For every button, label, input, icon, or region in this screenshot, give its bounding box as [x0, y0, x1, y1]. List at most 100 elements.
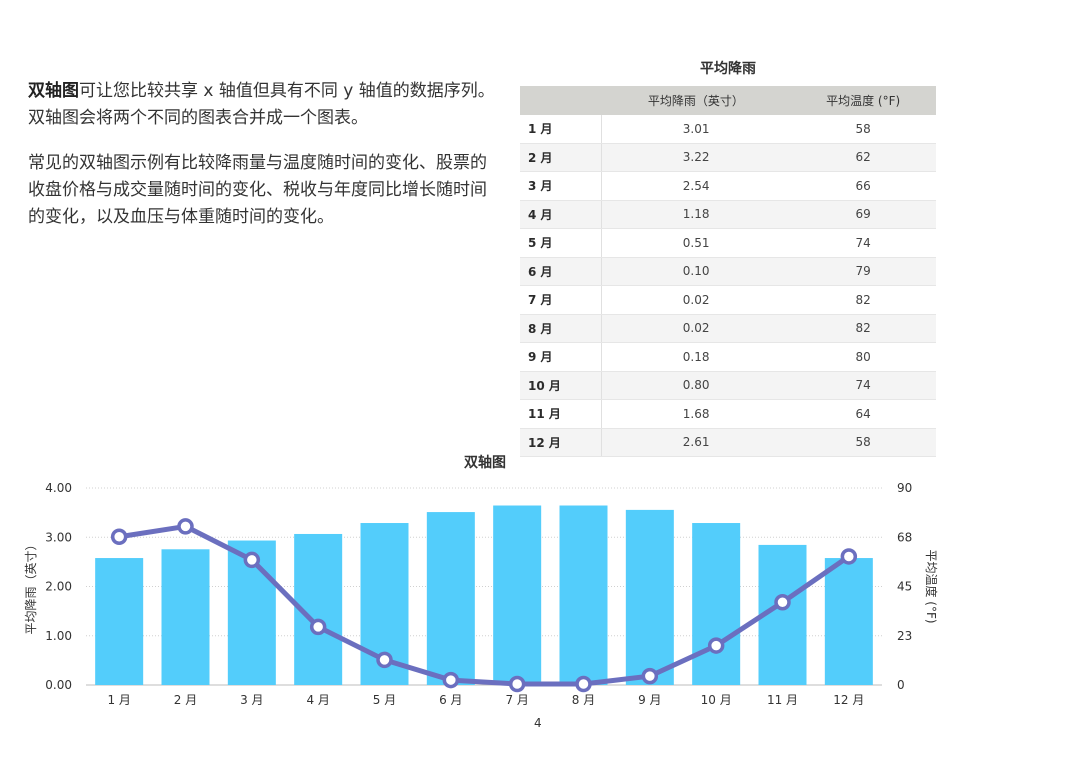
line-point-11 — [774, 594, 791, 611]
bar-2 — [161, 549, 210, 685]
table-row: 7 月 0.02 82 — [520, 285, 936, 315]
table-cell-month: 9 月 — [520, 342, 602, 372]
y-right-axis-label: 平均温度 (°F) — [924, 549, 939, 623]
rainfall-line — [116, 523, 852, 687]
table-cell-month: 1 月 — [520, 115, 602, 144]
bar-12 — [824, 558, 873, 685]
table-cell-month: 7 月 — [520, 285, 602, 315]
table-cell-month: 2 月 — [520, 143, 602, 172]
line-point-5 — [376, 651, 393, 669]
bar-9 — [625, 509, 674, 685]
table-cell-rainfall: 3.01 — [601, 115, 791, 144]
table-cell-rainfall: 1.68 — [601, 399, 791, 429]
x-tick-label: 7 月 — [505, 693, 528, 707]
line-point-10 — [707, 637, 725, 654]
y-left-axis-label: 平均降雨（英寸） — [24, 538, 38, 634]
table-cell-rainfall: 0.18 — [601, 342, 791, 372]
dual-axis-chart: 双轴图 0.00 0 1.00 23 2.00 45 3.00 68 4.00 90 平均降雨（英寸）… — [24, 454, 939, 707]
table-row: 5 月 0.51 74 — [520, 228, 936, 258]
x-tick-label: 2 月 — [174, 693, 197, 707]
bar-10 — [692, 523, 741, 685]
line-point-7 — [508, 675, 526, 693]
table-row: 6 月 0.10 79 — [520, 257, 936, 286]
table-cell-month: 10 月 — [520, 371, 602, 400]
bar-6 — [426, 512, 475, 685]
table-row: 9 月 0.18 80 — [520, 342, 936, 372]
table-cell-temperature: 74 — [790, 371, 936, 400]
table-cell-rainfall: 0.02 — [601, 314, 791, 343]
table-cell-temperature: 58 — [790, 428, 936, 457]
chart-title: 双轴图 — [464, 454, 506, 471]
table-cell-rainfall: 0.02 — [601, 285, 791, 315]
y-left-tick-label: 4.00 — [45, 481, 72, 495]
table-header-0 — [520, 86, 602, 115]
y-right-tick-label: 68 — [897, 530, 912, 544]
line-point-6 — [442, 671, 460, 689]
x-tick-label: 3 月 — [240, 693, 263, 707]
bar-8 — [559, 505, 608, 685]
table-cell-rainfall: 0.80 — [601, 371, 791, 400]
x-tick-label: 5 月 — [373, 693, 396, 707]
bar-7 — [493, 505, 542, 685]
table-cell-rainfall: 0.10 — [601, 257, 791, 286]
table-cell-rainfall: 0.51 — [601, 228, 791, 258]
x-tick-label: 11 月 — [767, 693, 798, 707]
table-header-1: 平均降雨（英寸） — [601, 86, 791, 115]
intro-paragraph-1: 双轴图可让您比较共享 x 轴值但具有不同 y 轴值的数据序列。双轴图会将两个不同… — [28, 78, 498, 132]
intro-text: 双轴图可让您比较共享 x 轴值但具有不同 y 轴值的数据序列。双轴图会将两个不同… — [28, 78, 498, 249]
line-point-4 — [309, 618, 327, 636]
table-header-2: 平均温度 (°F) — [790, 86, 936, 115]
table-cell-month: 4 月 — [520, 200, 602, 229]
table-row: 8 月 0.02 82 — [520, 314, 936, 343]
table-cell-temperature: 82 — [790, 314, 936, 343]
x-tick-label: 9 月 — [638, 693, 661, 707]
y-right-tick-label: 23 — [897, 629, 912, 643]
table-cell-rainfall: 2.61 — [601, 428, 791, 457]
x-tick-label: 4 月 — [306, 693, 329, 707]
y-left-tick-label: 1.00 — [45, 629, 72, 643]
table-cell-temperature: 66 — [790, 171, 936, 201]
table-cell-rainfall: 2.54 — [601, 171, 791, 201]
y-right-tick-label: 90 — [897, 481, 912, 495]
line-point-2 — [177, 518, 194, 535]
table-row: 1 月 3.01 58 — [520, 115, 936, 144]
y-left-tick-label: 0.00 — [45, 678, 72, 692]
table-cell-temperature: 80 — [790, 342, 936, 372]
intro-term: 双轴图 — [28, 81, 79, 101]
intro-definition: 可让您比较共享 x 轴值但具有不同 y 轴值的数据序列。双轴图会将两个不同的图表… — [28, 81, 495, 128]
table-cell-month: 3 月 — [520, 171, 602, 201]
table-cell-month: 11 月 — [520, 399, 602, 429]
page-number: 4 — [534, 716, 542, 730]
x-tick-label: 12 月 — [833, 693, 864, 707]
x-tick-label: 8 月 — [572, 693, 595, 707]
x-tick-label: 1 月 — [107, 693, 130, 707]
table-cell-month: 12 月 — [520, 428, 602, 457]
table-row: 4 月 1.18 69 — [520, 200, 936, 229]
bar-1 — [95, 558, 144, 685]
table-title: 平均降雨 — [700, 61, 756, 77]
table-cell-temperature: 82 — [790, 285, 936, 315]
line-point-3 — [243, 551, 261, 569]
table-cell-rainfall: 3.22 — [601, 143, 791, 172]
table-cell-month: 5 月 — [520, 228, 602, 258]
table-row: 2 月 3.22 62 — [520, 143, 936, 172]
table-cell-temperature: 64 — [790, 399, 936, 429]
line-point-12 — [840, 548, 858, 565]
table-cell-month: 6 月 — [520, 257, 602, 286]
y-left-tick-label: 2.00 — [45, 580, 72, 594]
x-tick-label: 10 月 — [701, 693, 732, 707]
line-point-9 — [641, 667, 659, 685]
table-cell-temperature: 79 — [790, 257, 936, 286]
table-cell-rainfall: 1.18 — [601, 200, 791, 229]
y-right-tick-label: 45 — [897, 580, 912, 594]
table-cell-month: 8 月 — [520, 314, 602, 343]
table-row: 11 月 1.68 64 — [520, 399, 936, 429]
table-row: 3 月 2.54 66 — [520, 171, 936, 201]
y-left-tick-label: 3.00 — [45, 530, 72, 544]
table-row: 10 月 0.80 74 — [520, 371, 936, 400]
table-header-row: 平均降雨（英寸） 平均温度 (°F) — [520, 86, 936, 115]
line-point-8 — [575, 675, 592, 693]
y-right-tick-label: 0 — [897, 678, 905, 692]
x-tick-label: 6 月 — [439, 693, 462, 707]
